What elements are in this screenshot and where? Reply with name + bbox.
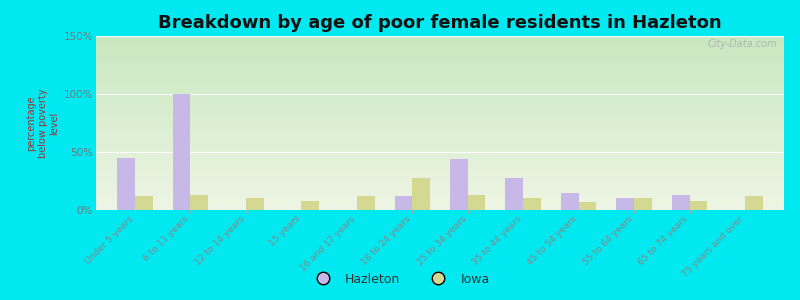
Bar <box>190 195 208 210</box>
Bar <box>468 195 486 210</box>
Bar <box>578 202 597 210</box>
Bar <box>690 201 707 210</box>
Bar <box>450 159 468 210</box>
Bar <box>357 196 374 210</box>
Bar <box>634 198 652 210</box>
Bar <box>561 193 578 210</box>
Bar <box>246 198 263 210</box>
Bar <box>617 198 634 210</box>
Legend: Hazleton, Iowa: Hazleton, Iowa <box>306 268 494 291</box>
Bar <box>117 158 135 210</box>
Bar <box>506 178 523 210</box>
Bar <box>672 195 690 210</box>
Title: Breakdown by age of poor female residents in Hazleton: Breakdown by age of poor female resident… <box>158 14 722 32</box>
Bar <box>302 201 319 210</box>
Bar <box>523 198 541 210</box>
Text: City-Data.com: City-Data.com <box>707 40 777 50</box>
Bar <box>135 196 153 210</box>
Bar <box>412 178 430 210</box>
Bar <box>745 196 763 210</box>
Y-axis label: percentage
below poverty
level: percentage below poverty level <box>26 88 59 158</box>
Bar <box>394 196 412 210</box>
Bar <box>173 94 190 210</box>
